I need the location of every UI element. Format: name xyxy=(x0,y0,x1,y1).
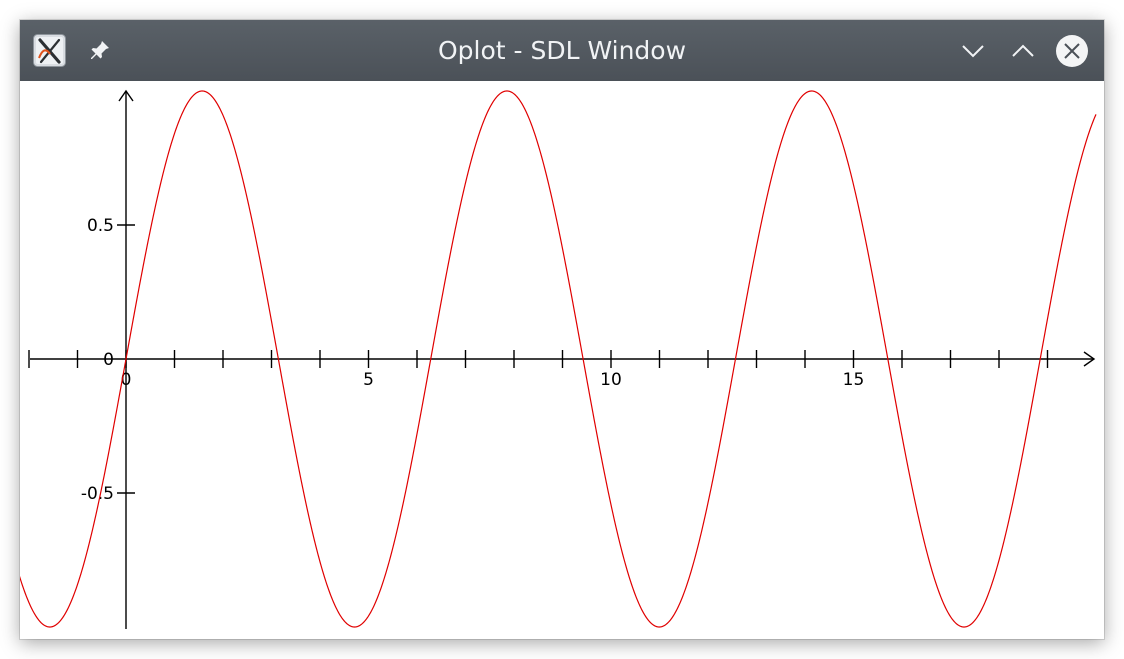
x-tick-label: 15 xyxy=(843,370,865,390)
close-button[interactable] xyxy=(1056,35,1088,67)
x-tick-label: 10 xyxy=(600,370,622,390)
y-tick-label: 0 xyxy=(103,350,114,370)
pin-icon xyxy=(91,41,109,59)
plot-canvas[interactable]: 0 5 10 15 0.5 0 -0.5 xyxy=(0,81,1104,639)
oplot-app-icon[interactable] xyxy=(33,34,66,67)
oplot-window: Oplot - SDL Window 0 5 10 15 0.5 0 -0.5 xyxy=(0,20,1104,639)
window-title: Oplot - SDL Window xyxy=(437,36,687,65)
x-tick-label: 0 xyxy=(121,370,132,390)
chevron-up-icon xyxy=(1012,44,1034,57)
tick-labels-layer: 0 5 10 15 0.5 0 -0.5 xyxy=(81,216,864,504)
y-tick-label: 0.5 xyxy=(87,216,114,236)
close-icon xyxy=(1064,43,1080,59)
y-tick-label: -0.5 xyxy=(81,484,114,504)
minimize-button[interactable] xyxy=(957,35,989,67)
pin-button[interactable] xyxy=(86,36,114,64)
sine-chart: 0 5 10 15 0.5 0 -0.5 xyxy=(0,89,1097,629)
chevron-down-icon xyxy=(962,45,984,58)
y-axis-arrow xyxy=(118,89,134,102)
series-layer xyxy=(0,90,1097,628)
maximize-button[interactable] xyxy=(1007,35,1039,67)
x-axis-arrow xyxy=(1083,351,1096,367)
title-bar[interactable]: Oplot - SDL Window xyxy=(20,20,1104,81)
x-tick-label: 5 xyxy=(363,370,374,390)
sine-series-line xyxy=(0,90,1097,628)
